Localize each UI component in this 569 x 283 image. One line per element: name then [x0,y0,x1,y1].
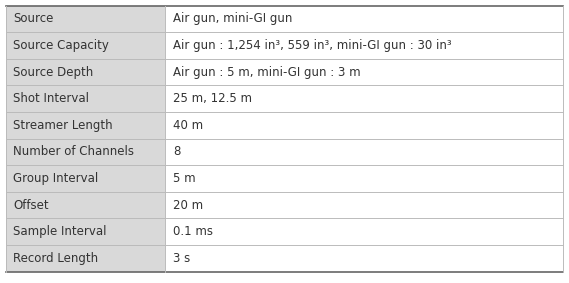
Bar [164,245,563,272]
Bar [6,85,164,112]
Bar [164,165,563,192]
Text: Group Interval: Group Interval [13,172,98,185]
Bar [164,32,563,59]
Text: 25 m, 12.5 m: 25 m, 12.5 m [173,92,252,105]
Bar [6,192,164,218]
Bar [6,245,164,272]
Text: Offset: Offset [13,199,49,212]
Bar [6,59,164,85]
Text: 5 m: 5 m [173,172,196,185]
Text: 40 m: 40 m [173,119,203,132]
Text: 8: 8 [173,145,180,158]
Text: Source Depth: Source Depth [13,66,93,79]
Bar [164,139,563,165]
Text: Streamer Length: Streamer Length [13,119,113,132]
Text: Source Capacity: Source Capacity [13,39,109,52]
Bar [6,139,164,165]
Bar [164,59,563,85]
Bar [164,218,563,245]
Text: Air gun, mini-GI gun: Air gun, mini-GI gun [173,12,292,25]
Bar [6,32,164,59]
Bar [6,165,164,192]
Text: Number of Channels: Number of Channels [13,145,134,158]
Text: 3 s: 3 s [173,252,191,265]
Bar [6,112,164,139]
Bar [164,112,563,139]
Text: 20 m: 20 m [173,199,203,212]
Text: Air gun : 5 m, mini-GI gun : 3 m: Air gun : 5 m, mini-GI gun : 3 m [173,66,361,79]
Text: Sample Interval: Sample Interval [13,225,106,238]
Text: Shot Interval: Shot Interval [13,92,89,105]
Text: Source: Source [13,12,53,25]
Bar [6,218,164,245]
Text: 0.1 ms: 0.1 ms [173,225,213,238]
Bar [164,6,563,32]
Text: Record Length: Record Length [13,252,98,265]
Bar [164,192,563,218]
Bar [6,6,164,32]
Bar [164,85,563,112]
Text: Air gun : 1,254 in³, 559 in³, mini-GI gun : 30 in³: Air gun : 1,254 in³, 559 in³, mini-GI gu… [173,39,452,52]
